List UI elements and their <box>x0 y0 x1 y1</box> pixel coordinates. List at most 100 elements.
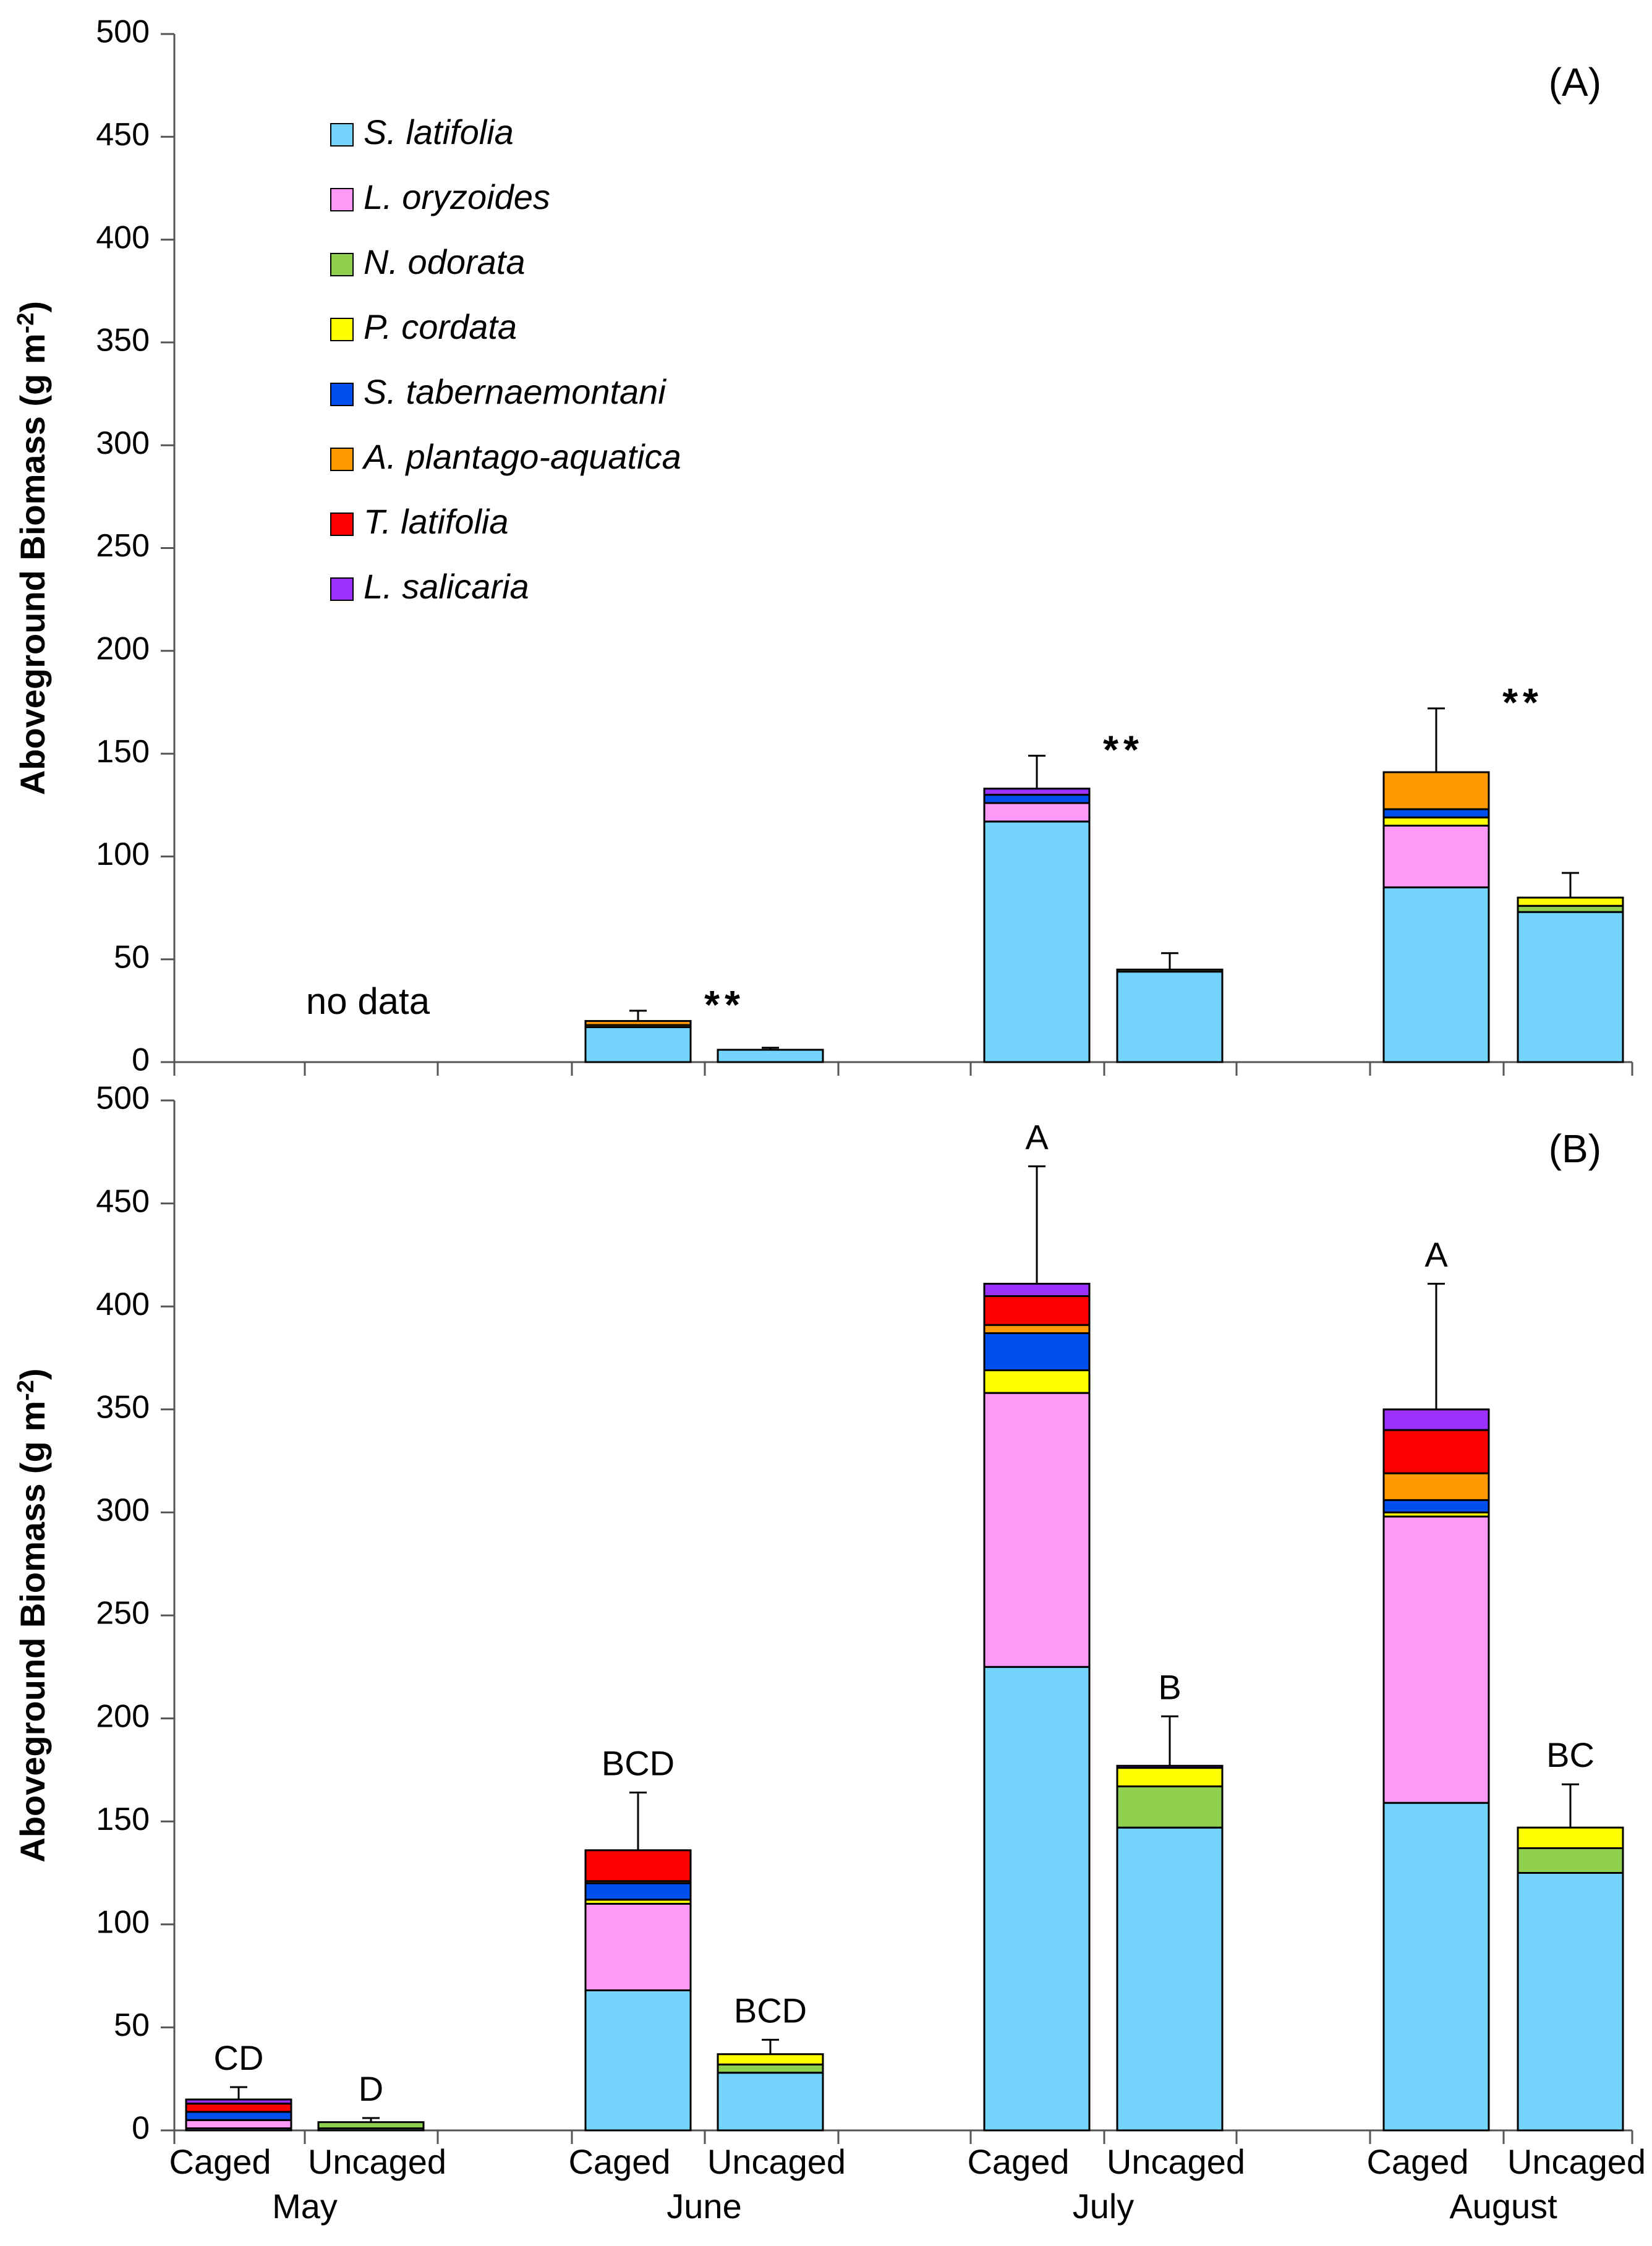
y-tick-label: 300 <box>96 425 150 461</box>
category-label: Caged <box>1366 2142 1468 2181</box>
y-axis-label: Aboveground Biomass (g m-2) <box>13 301 52 795</box>
bar-segment-l-oryzoides <box>983 1392 1091 1668</box>
category-label: Uncaged <box>1507 2142 1646 2181</box>
group-letter: A <box>1424 1235 1448 1274</box>
bar-segment-t-latifolia <box>584 1849 692 1882</box>
category-label: Caged <box>967 2142 1069 2181</box>
panel-label: (A) <box>1549 60 1601 104</box>
significance-mark: ** <box>704 982 745 1027</box>
panel-a: 0 50 100 150 200 250 300 350 400 450 500 Abovegroun… <box>13 14 1633 1078</box>
bar-segment-a-plantago-aquatica <box>1382 1472 1490 1501</box>
bar-segment-l-oryzoides <box>1382 825 1490 888</box>
y-tick-label: 350 <box>96 323 150 359</box>
y-tick-label: 0 <box>132 1042 150 1078</box>
group-letter: D <box>359 2069 383 2108</box>
bar-segment-s-latifolia <box>1517 911 1624 1063</box>
bar-segment-a-plantago-aquatica <box>584 1019 692 1026</box>
bar-segment-p-cordata <box>1382 816 1490 827</box>
significance-mark: ** <box>1502 680 1543 725</box>
month-label: June <box>666 2187 741 2226</box>
bar-segment-l-salicaria <box>1382 1408 1490 1431</box>
bar-segment-n-odorata <box>317 2121 425 2130</box>
y-tick-label: 200 <box>96 631 150 667</box>
significance-mark: ** <box>1103 727 1144 772</box>
y-tick-label: 0 <box>132 2111 150 2146</box>
group-letter: BCD <box>602 1744 675 1783</box>
category-label: Uncaged <box>308 2142 446 2181</box>
panel-label: (B) <box>1549 1126 1601 1171</box>
legend-entry: N. odorata <box>364 242 526 281</box>
y-tick-label: 500 <box>96 14 150 50</box>
group-letter: A <box>1025 1118 1049 1157</box>
bar-segment-p-cordata <box>1517 896 1624 907</box>
legend-swatch <box>330 577 354 601</box>
group-letter: B <box>1158 1667 1181 1706</box>
y-axis-label: Aboveground Biomass (g m-2) <box>13 1368 52 1862</box>
bar-segment-l-oryzoides <box>983 802 1091 823</box>
legend-entry: L. oryzoides <box>364 177 550 216</box>
y-tick-label: 150 <box>96 1801 150 1837</box>
bar-segment-s-tabernaemontani <box>1382 1499 1490 1513</box>
y-tick-label: 350 <box>96 1390 150 1426</box>
no-data-label: no data <box>306 980 430 1022</box>
bar-segment-n-odorata <box>1116 968 1224 973</box>
category-label: Uncaged <box>707 2142 846 2181</box>
legend: S. latifolia L. oryzoides N. odorata P. cor… <box>330 113 681 606</box>
y-tick-label: 500 <box>96 1081 150 1117</box>
bar-segment-s-latifolia <box>983 820 1091 1063</box>
bar-segment-n-odorata <box>717 2063 824 2074</box>
bar-segment-p-cordata <box>1116 1767 1224 1788</box>
bar-segment-l-salicaria <box>983 788 1091 796</box>
bar-segment-p-cordata <box>983 1369 1091 1394</box>
month-label: July <box>1073 2187 1135 2226</box>
bar-segment-t-latifolia <box>1382 1429 1490 1474</box>
bar-segment-l-salicaria <box>185 2098 292 2105</box>
bar-segment-l-oryzoides <box>185 2119 292 2130</box>
legend-swatch <box>330 318 354 341</box>
bar-segment-s-tabernaemontani <box>1382 808 1490 819</box>
bar-segment-s-latifolia <box>717 2072 824 2132</box>
bar-segment-n-odorata <box>1517 1847 1624 1874</box>
bar-segment-a-plantago-aquatica <box>1382 771 1490 810</box>
legend-entry: P. cordata <box>364 307 517 346</box>
bar-segment-s-latifolia <box>1382 886 1490 1063</box>
panel-b: 0 50 100 150 200 250 300 350 400 450 500 Abovegroun… <box>13 1081 1646 2226</box>
bar-segment-l-oryzoides <box>1382 1515 1490 1804</box>
legend-swatch <box>330 448 354 471</box>
y-tick-label: 50 <box>114 939 150 975</box>
month-label: May <box>272 2187 338 2226</box>
legend-swatch <box>330 513 354 536</box>
y-tick-label: 250 <box>96 1596 150 1631</box>
bar-segment-s-tabernaemontani <box>185 2111 292 2121</box>
legend-entry: S. tabernaemontani <box>364 372 666 411</box>
bar-segment-s-latifolia <box>1116 971 1224 1063</box>
y-tick-label: 100 <box>96 836 150 872</box>
legend-swatch <box>330 188 354 211</box>
y-tick-label: 50 <box>114 2007 150 2043</box>
bar-segment-l-salicaria <box>983 1283 1091 1298</box>
bar-segment-a-plantago-aquatica <box>983 1324 1091 1335</box>
legend-entry: S. latifolia <box>364 113 514 151</box>
category-label: Uncaged <box>1107 2142 1245 2181</box>
legend-entry: L. salicaria <box>364 567 529 606</box>
bar-segment-s-tabernaemontani <box>983 794 1091 804</box>
bar-segment-p-cordata <box>717 2053 824 2065</box>
group-letter: BC <box>1546 1735 1595 1774</box>
bar-segment-s-latifolia <box>983 1665 1091 2132</box>
y-tick-label: 400 <box>96 1287 150 1322</box>
legend-swatch <box>330 253 354 276</box>
legend-swatch <box>330 383 354 406</box>
bar-segment-s-latifolia <box>584 1026 692 1063</box>
y-tick-label: 200 <box>96 1698 150 1734</box>
bar-segment-s-latifolia <box>1382 1801 1490 2132</box>
y-tick-label: 300 <box>96 1492 150 1528</box>
y-tick-label: 250 <box>96 528 150 564</box>
y-tick-label: 150 <box>96 734 150 770</box>
bar-segment-s-tabernaemontani <box>584 1882 692 1901</box>
group-letter: BCD <box>734 1991 807 2030</box>
y-tick-label: 100 <box>96 1905 150 1941</box>
bar-segment-l-salicaria <box>1116 1764 1224 1769</box>
y-tick-label: 450 <box>96 117 150 153</box>
y-tick-label: 450 <box>96 1183 150 1219</box>
